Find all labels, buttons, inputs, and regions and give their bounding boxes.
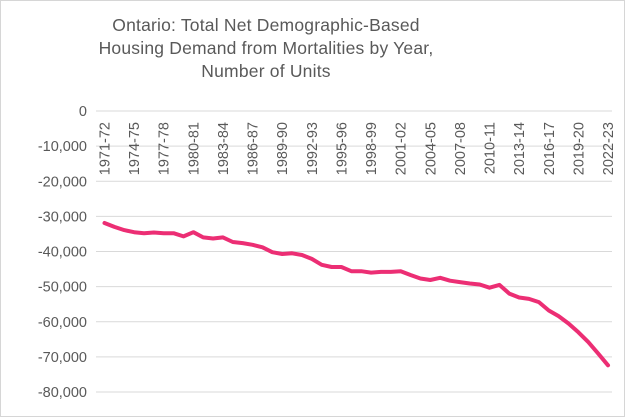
y-axis-tick-label: -20,000	[38, 174, 87, 190]
y-axis-tick-label: -50,000	[38, 280, 87, 296]
x-axis-tick-label: 1977-78	[157, 122, 173, 175]
y-axis-tick-label: -70,000	[38, 350, 87, 366]
x-axis-tick-label: 1974-75	[127, 122, 143, 175]
x-axis-tick-label: 1989-90	[275, 122, 291, 175]
x-axis-tick-label: 1980-81	[186, 122, 202, 175]
x-axis-tick-label: 1983-84	[216, 122, 232, 175]
x-axis-tick-label: 1998-99	[364, 122, 380, 175]
chart-title-line-1: Ontario: Total Net Demographic-Based	[112, 15, 420, 35]
y-axis-tick-label: -10,000	[38, 139, 87, 155]
chart-title: Ontario: Total Net Demographic-Based Hou…	[1, 14, 531, 83]
demand-line-series	[102, 221, 610, 368]
x-axis-tick-label: 1995-96	[334, 122, 350, 175]
chart-title-line-3: Number of Units	[201, 61, 331, 81]
x-axis-tick-label: 1992-93	[305, 122, 321, 175]
x-axis-tick-label: 2022-23	[601, 122, 617, 175]
x-axis-tick-label: 1986-87	[246, 122, 262, 175]
x-axis-tick-label: 2016-17	[542, 122, 558, 175]
x-axis-tick-label: 2007-08	[453, 122, 469, 175]
x-axis-tick-label: 2013-14	[512, 122, 528, 175]
x-axis-tick-label: 2004-05	[423, 122, 439, 175]
y-axis-tick-label: 0	[79, 104, 87, 120]
chart-title-line-2: Housing Demand from Mortalities by Year,	[98, 38, 434, 58]
y-axis-tick-label: -80,000	[38, 385, 87, 401]
x-axis-tick-label: 1971-72	[98, 122, 114, 175]
x-axis-tick-label: 2010-11	[483, 122, 499, 174]
x-axis-tick-label: 2001-02	[394, 122, 410, 175]
y-axis-tick-label: -30,000	[38, 209, 87, 225]
y-axis-tick-label: -60,000	[38, 315, 87, 331]
y-axis-tick-label: -40,000	[38, 245, 87, 261]
x-axis-tick-label: 2019-20	[571, 122, 587, 175]
